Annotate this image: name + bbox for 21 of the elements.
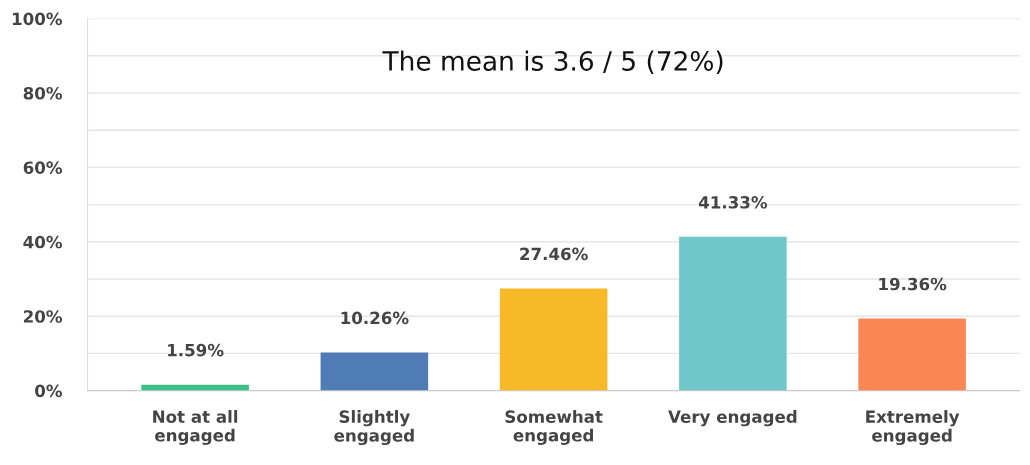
- bar: [858, 318, 966, 391]
- bar: [679, 236, 787, 391]
- y-tick-label: 0%: [35, 384, 63, 398]
- y-tick-label: 80%: [23, 86, 63, 100]
- y-tick-label: 100%: [12, 12, 63, 26]
- data-label: 27.46%: [520, 247, 588, 261]
- x-tick-label: Not at all engaged: [153, 410, 238, 445]
- bar: [320, 352, 429, 391]
- annotation: The mean is 3.6 / 5 (72%): [382, 50, 723, 74]
- data-label: 41.33%: [698, 196, 768, 209]
- x-tick-label: Slightly engaged: [334, 410, 414, 446]
- x-tick-label: Very engaged: [668, 410, 797, 427]
- data-label: 1.59%: [168, 343, 224, 357]
- data-label: 10.26%: [341, 311, 409, 325]
- x-tick-label: Somewhat engaged: [505, 410, 603, 445]
- data-label: 19.36%: [879, 277, 947, 291]
- bar: [499, 288, 608, 391]
- x-tick-label: Extremely engaged: [866, 410, 960, 446]
- y-tick-label: 20%: [23, 310, 63, 323]
- y-tick-label: 40%: [23, 235, 63, 249]
- y-tick-label: 60%: [23, 161, 63, 174]
